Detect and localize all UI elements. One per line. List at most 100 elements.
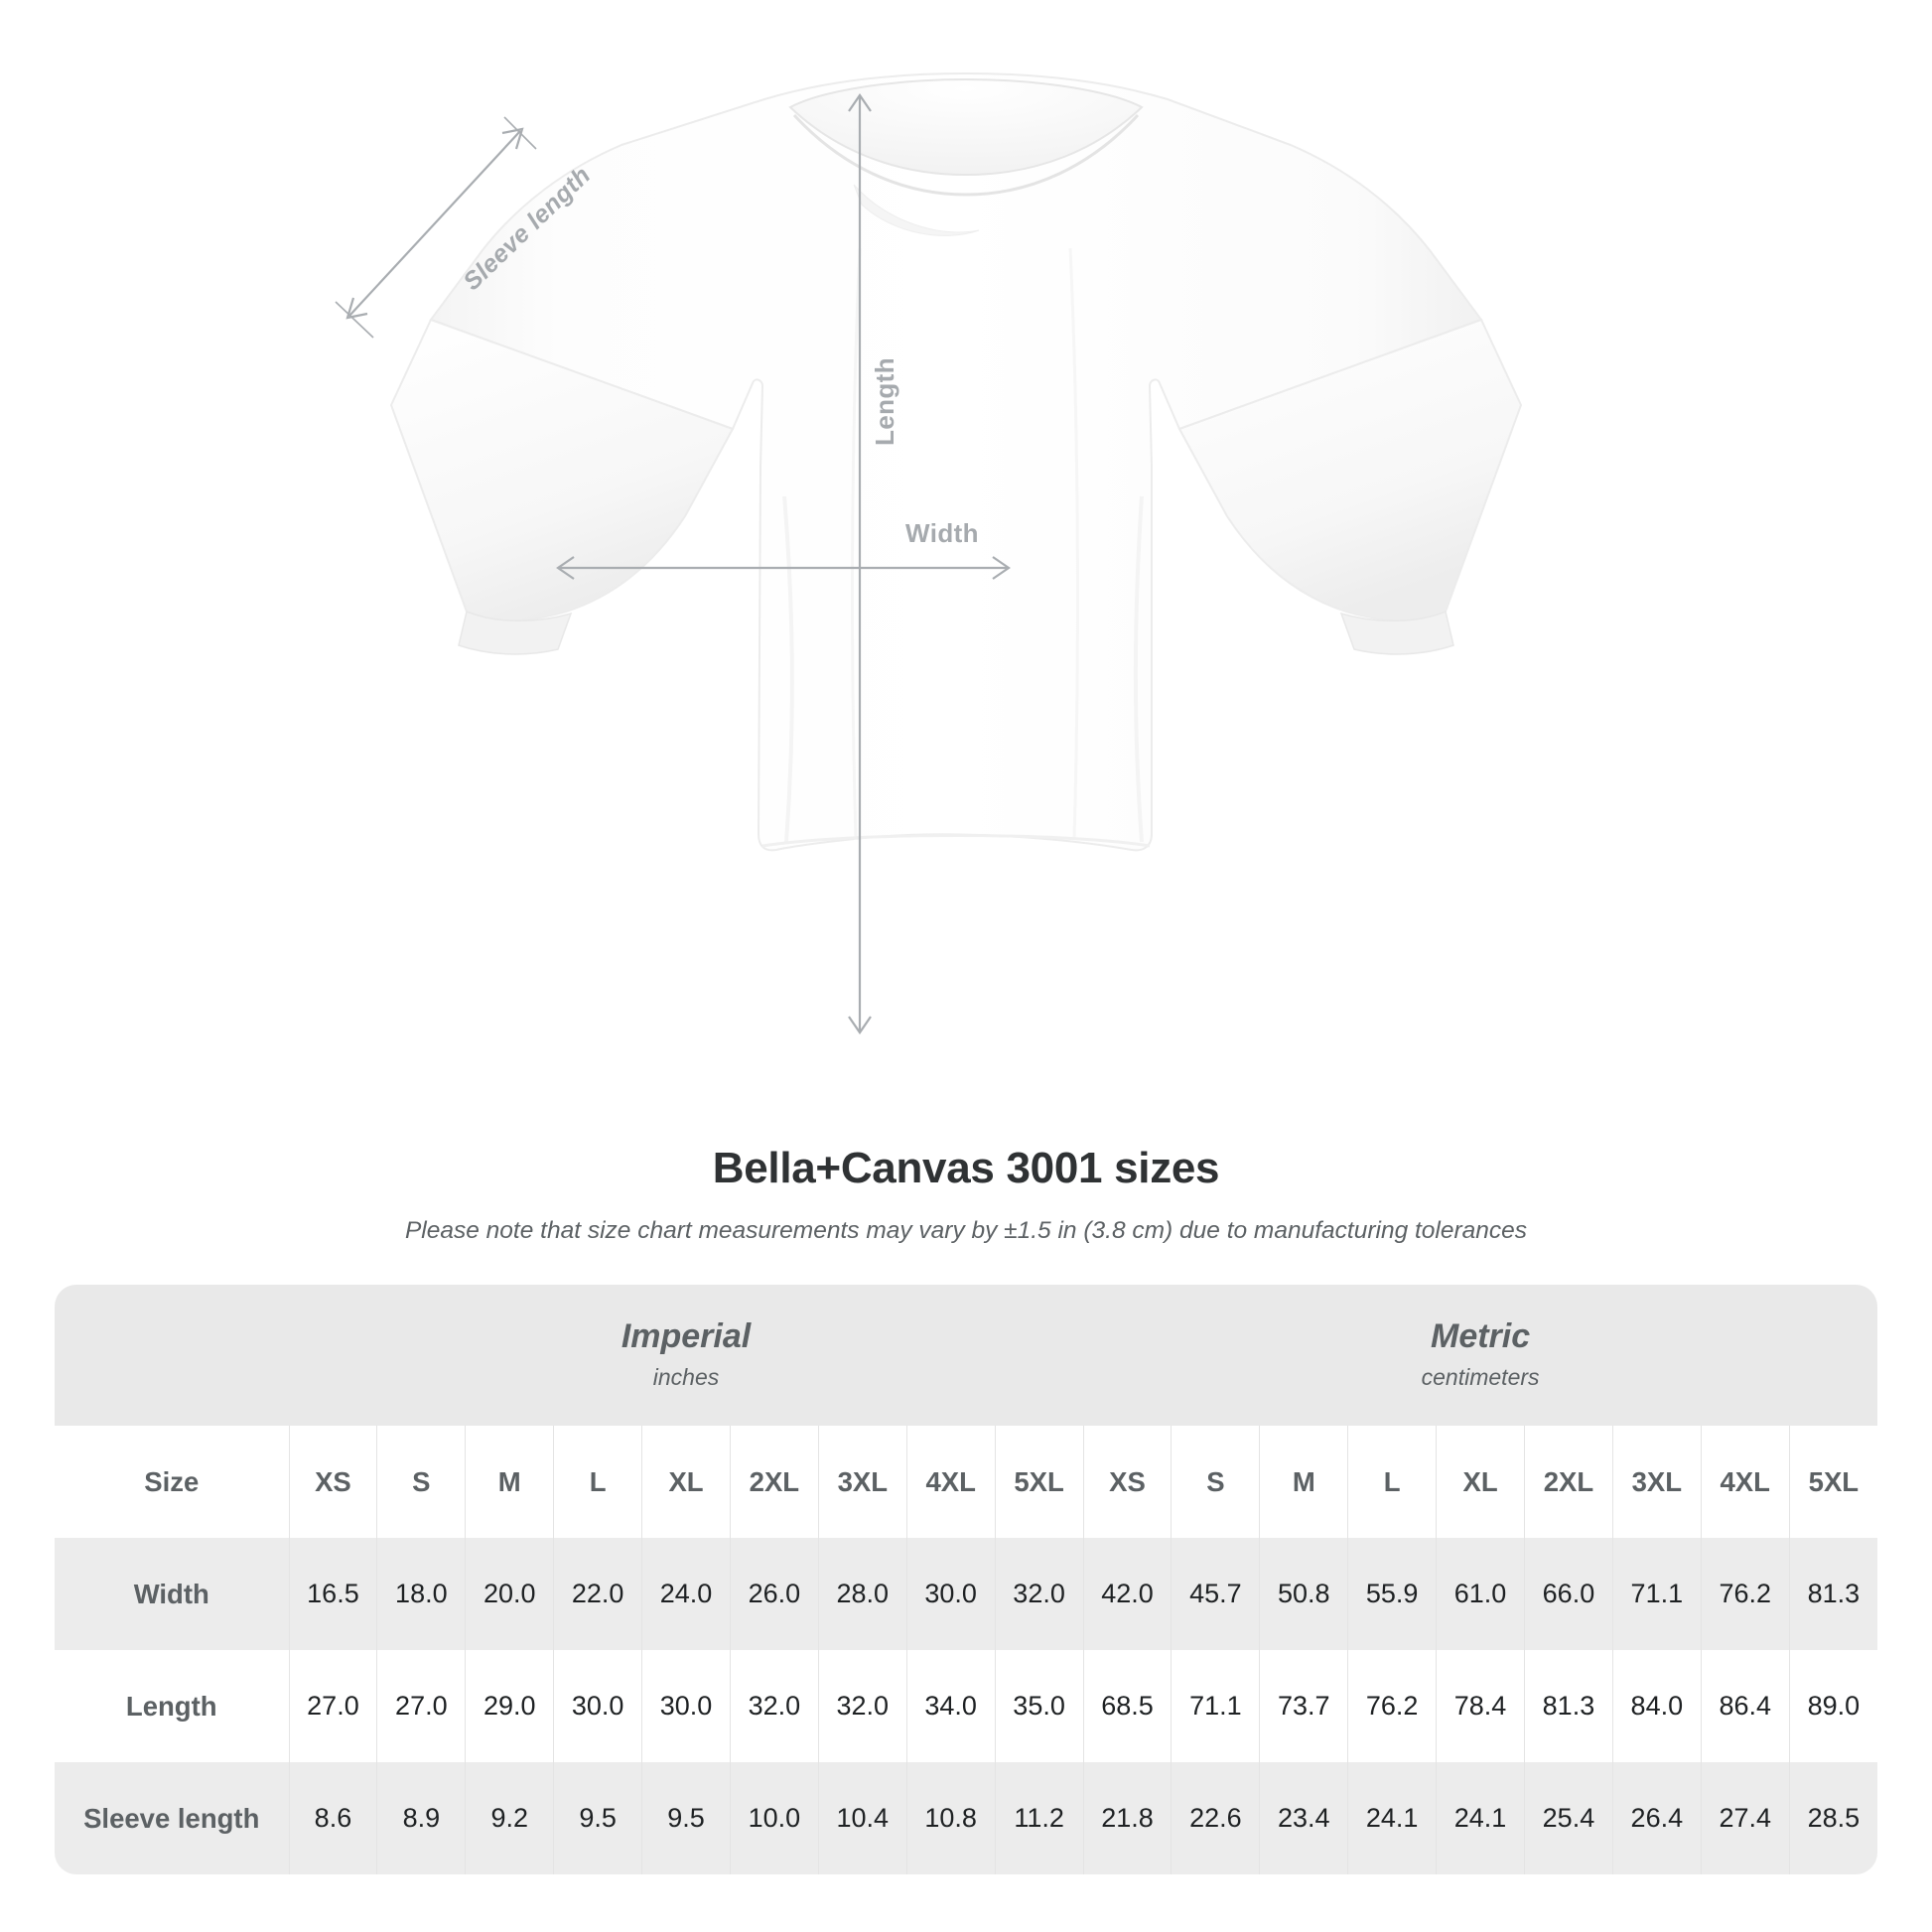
- size-header-metric-xs: XS: [1082, 1426, 1172, 1538]
- size-header-metric-xl: XL: [1436, 1426, 1525, 1538]
- cell-imperial-3xl: 28.0: [817, 1538, 907, 1650]
- cell-metric-s: 45.7: [1171, 1538, 1260, 1650]
- table-row: Sleeve length 8.6 8.9 9.2 9.5 9.5 10.0 10.4 10.8…: [55, 1762, 1877, 1874]
- size-header-metric-m: M: [1259, 1426, 1348, 1538]
- sleeve-arrow-head-lower: [345, 297, 368, 320]
- cell-metric-2xl: 25.4: [1524, 1762, 1613, 1874]
- sleeve-tick-lower: [335, 301, 374, 339]
- cell-metric-s: 71.1: [1171, 1650, 1260, 1762]
- size-header-metric-2xl: 2XL: [1524, 1426, 1613, 1538]
- left-sleeve-hem: [458, 610, 573, 655]
- cell-imperial-4xl: 10.8: [905, 1762, 996, 1874]
- table-body: Imperial inches Metric centimeters Size XS S M L…: [55, 1285, 1877, 1874]
- fold-line-1: [851, 247, 862, 841]
- size-header-metric-4xl: 4XL: [1700, 1426, 1790, 1538]
- unit-header-row: Imperial inches Metric centimeters: [55, 1285, 1877, 1426]
- size-header-imperial-3xl: 3XL: [817, 1426, 907, 1538]
- cell-metric-2xl: 81.3: [1524, 1650, 1613, 1762]
- size-chart-table: Imperial inches Metric centimeters Size XS S M L…: [55, 1285, 1877, 1874]
- cell-metric-5xl: 89.0: [1788, 1650, 1877, 1762]
- cell-imperial-2xl: 26.0: [729, 1538, 819, 1650]
- cell-imperial-xl: 30.0: [641, 1650, 731, 1762]
- size-header-imperial-5xl: 5XL: [994, 1426, 1084, 1538]
- size-header-metric-3xl: 3XL: [1611, 1426, 1702, 1538]
- collar-band: [788, 77, 1144, 177]
- width-arrow-head-right: [992, 556, 1011, 580]
- cell-metric-xl: 24.1: [1436, 1762, 1525, 1874]
- size-chart-table-container: Imperial inches Metric centimeters Size XS S M L…: [55, 1285, 1877, 1874]
- tshirt-illustration: Length Width Sleeve length: [335, 71, 1523, 1035]
- unit-group-name: Imperial: [621, 1317, 752, 1356]
- unit-group-subtitle: centimeters: [1421, 1363, 1540, 1390]
- cell-metric-5xl: 28.5: [1788, 1762, 1877, 1874]
- cell-imperial-xl: 9.5: [641, 1762, 731, 1874]
- cell-metric-4xl: 27.4: [1700, 1762, 1790, 1874]
- cell-imperial-m: 20.0: [465, 1538, 554, 1650]
- garment-diagram: Length Width Sleeve length: [335, 71, 1523, 1035]
- cell-metric-3xl: 71.1: [1611, 1538, 1702, 1650]
- table-row: Width 16.5 18.0 20.0 22.0 24.0 26.0 28.0 30.0 32.…: [55, 1538, 1877, 1650]
- unit-group-subtitle: inches: [652, 1363, 720, 1390]
- cell-imperial-2xl: 10.0: [729, 1762, 819, 1874]
- cell-metric-l: 55.9: [1347, 1538, 1437, 1650]
- cell-imperial-4xl: 34.0: [905, 1650, 996, 1762]
- cell-metric-m: 50.8: [1259, 1538, 1348, 1650]
- cell-metric-m: 23.4: [1259, 1762, 1348, 1874]
- size-header-imperial-m: M: [465, 1426, 554, 1538]
- cell-metric-5xl: 81.3: [1788, 1538, 1877, 1650]
- bottom-hem: [761, 834, 1151, 848]
- cell-metric-4xl: 86.4: [1700, 1650, 1790, 1762]
- fold-line-3: [782, 495, 794, 843]
- fold-line-2: [1068, 247, 1079, 841]
- cell-metric-xl: 61.0: [1436, 1538, 1525, 1650]
- cell-imperial-s: 18.0: [376, 1538, 466, 1650]
- size-header-imperial-xl: XL: [641, 1426, 731, 1538]
- cell-imperial-s: 8.9: [376, 1762, 466, 1874]
- cell-metric-s: 22.6: [1171, 1762, 1260, 1874]
- size-header-metric-l: L: [1347, 1426, 1437, 1538]
- cell-imperial-4xl: 30.0: [905, 1538, 996, 1650]
- cell-metric-m: 73.7: [1259, 1650, 1348, 1762]
- cell-metric-l: 76.2: [1347, 1650, 1437, 1762]
- cell-imperial-5xl: 11.2: [994, 1762, 1084, 1874]
- size-header-metric-s: S: [1171, 1426, 1260, 1538]
- tshirt-body-path: [429, 71, 1483, 852]
- size-header-imperial-4xl: 4XL: [905, 1426, 996, 1538]
- title-block: Bella+Canvas 3001 sizes Please note that…: [0, 1142, 1932, 1245]
- cell-imperial-5xl: 32.0: [994, 1538, 1084, 1650]
- cell-metric-3xl: 84.0: [1611, 1650, 1702, 1762]
- length-dimension-label: Length: [870, 357, 899, 447]
- measurement-label-width: Width: [55, 1538, 289, 1650]
- cell-metric-3xl: 26.4: [1611, 1762, 1702, 1874]
- unit-group-imperial: Imperial inches: [289, 1285, 1084, 1426]
- cell-imperial-l: 22.0: [553, 1538, 642, 1650]
- sleeve-tick-upper: [503, 116, 537, 150]
- collar-shadow: [853, 184, 980, 236]
- size-header-imperial-xs: XS: [288, 1426, 377, 1538]
- cell-imperial-s: 27.0: [376, 1650, 466, 1762]
- tshirt-svg: [335, 71, 1523, 1035]
- cell-imperial-m: 9.2: [465, 1762, 554, 1874]
- cell-imperial-xs: 8.6: [288, 1762, 377, 1874]
- page-subtitle: Please note that size chart measurements…: [404, 1217, 1528, 1244]
- cell-metric-2xl: 66.0: [1524, 1538, 1613, 1650]
- measurement-label-sleeve-length: Sleeve length: [55, 1762, 289, 1874]
- cell-metric-xs: 68.5: [1082, 1650, 1172, 1762]
- cell-metric-xs: 21.8: [1082, 1762, 1172, 1874]
- size-header-metric-5xl: 5XL: [1788, 1426, 1877, 1538]
- size-header-imperial-s: S: [376, 1426, 466, 1538]
- size-header-imperial-l: L: [553, 1426, 642, 1538]
- size-header-imperial-2xl: 2XL: [729, 1426, 819, 1538]
- unit-group-name: Metric: [1431, 1317, 1531, 1356]
- width-arrow-head-left: [556, 556, 575, 580]
- cell-metric-l: 24.1: [1347, 1762, 1437, 1874]
- sleeve-arrow-head-upper: [501, 127, 524, 150]
- cell-metric-4xl: 76.2: [1700, 1538, 1790, 1650]
- measurement-arrows: [335, 93, 1011, 1035]
- length-arrow-head-top: [848, 93, 872, 112]
- cell-imperial-xl: 24.0: [641, 1538, 731, 1650]
- fold-line-4: [1134, 495, 1144, 843]
- cell-imperial-xs: 27.0: [288, 1650, 377, 1762]
- length-arrow-head-bottom: [848, 1016, 872, 1035]
- sleeve-arrow-line: [348, 130, 521, 317]
